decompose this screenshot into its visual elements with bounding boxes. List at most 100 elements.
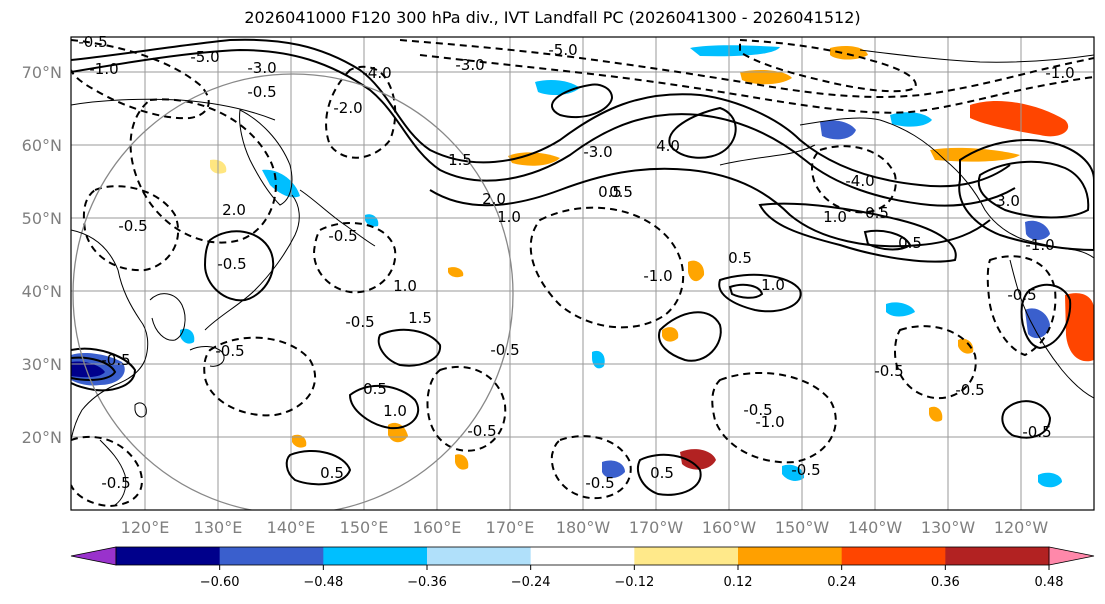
colorbar-segment (945, 547, 1050, 565)
lat-tick-label: 60°N (22, 136, 62, 155)
contour-west-1 (203, 230, 275, 302)
contour-label: -0.5 (955, 381, 984, 399)
shade-blue-coast (1025, 308, 1050, 339)
contour-label: 1.5 (408, 309, 432, 327)
contour-west-2 (377, 328, 442, 367)
lat-tick-label: 40°N (22, 282, 62, 301)
contour-neg-6 (529, 206, 685, 329)
colorbar-segment (530, 547, 635, 565)
graticule (71, 37, 1094, 510)
contour-mid-5 (658, 311, 722, 362)
coastline-aleutians (719, 144, 816, 166)
contour-label: 0.5 (609, 183, 633, 201)
contour-label: -0.5 (101, 351, 130, 369)
contour-jet-4 (668, 106, 737, 159)
coastline-japan-south (189, 346, 225, 367)
contour-label: -4.0 (845, 172, 874, 190)
colorbar-tick-label: 0.36 (931, 575, 960, 590)
divergence-contours (71, 38, 1094, 508)
coastline-asia (71, 229, 149, 441)
contour-jet-3 (429, 167, 991, 248)
contour-neg-10 (711, 371, 837, 464)
contour-label: 0.5 (320, 464, 344, 482)
colorbar: −0.60 −0.48 −0.36 −0.24 −0.12 0.12 0.24 0.36 0.4… (70, 546, 1095, 590)
contour-label: -4.0 (362, 64, 391, 82)
contour-label: -3.0 (247, 59, 276, 77)
contour-label: 1.0 (393, 277, 417, 295)
lon-tick-label: 130°W (921, 518, 976, 537)
colorbar-tick-label: 0.24 (827, 575, 856, 590)
contour-label: 0.5 (598, 183, 622, 201)
contour-neg-13 (71, 435, 143, 508)
contour-east-7 (1020, 283, 1072, 350)
lon-tick-label: 130°E (194, 518, 243, 537)
contour-east-1 (958, 139, 1094, 252)
contour-label: 0.5 (728, 249, 752, 267)
contour-label: -0.5 (215, 342, 244, 360)
colorbar-tick-label: 0.48 (1035, 575, 1064, 590)
lon-tick-label: 160°W (702, 518, 757, 537)
contour-east-6 (1001, 400, 1052, 439)
shade-orange-mid (508, 152, 560, 166)
shade-blue-5 (365, 214, 379, 227)
contour-neg-12 (986, 255, 1057, 357)
map-frame (70, 36, 1095, 511)
contour-label: -0.5 (874, 362, 903, 380)
contour-label: 3.0 (996, 192, 1020, 210)
contour-label: -0.5 (101, 474, 130, 492)
lon-tick-label: 140°W (848, 518, 903, 537)
shade-orange-2 (662, 327, 679, 342)
colorbar-tick-label: −0.48 (303, 575, 343, 590)
coastline-korea (149, 293, 186, 341)
contour-label: 0.5 (363, 380, 387, 398)
colorbar-outline (115, 546, 1050, 566)
shade-orange-4 (455, 454, 469, 470)
colorbar-segment (841, 547, 946, 565)
contour-neg-15 (810, 145, 897, 214)
shade-blue-4 (1038, 472, 1062, 488)
shade-blue-coast-2 (1025, 220, 1050, 240)
contour-west-4 (285, 450, 352, 486)
shade-orange-1 (688, 260, 705, 282)
shade-blue-3 (886, 302, 915, 317)
contour-mid-3 (718, 273, 802, 313)
contour-label: -1.0 (755, 413, 784, 431)
divergence-shading (71, 45, 1094, 488)
contour-label: 1.5 (448, 151, 472, 169)
shade-blue-2 (782, 464, 805, 481)
contour-label: 0.5 (865, 204, 889, 222)
lon-tick-label: 150°W (775, 518, 830, 537)
contour-label: 0.5 (650, 464, 674, 482)
coastline-taiwan (134, 402, 147, 418)
contour-label: 2.0 (222, 201, 246, 219)
contour-label: 1.0 (383, 402, 407, 420)
contour-jet-2 (71, 48, 1016, 207)
contour-neg-1 (399, 39, 1094, 98)
contour-neg-2 (419, 54, 1094, 114)
contour-jet-1 (71, 38, 1011, 188)
contour-mid-4 (728, 283, 764, 299)
colorbar-tick-label: 0.12 (724, 575, 753, 590)
contour-label: -0.5 (247, 83, 276, 101)
colorbar-tick-label: −0.24 (511, 575, 551, 590)
contour-label: -1.0 (1045, 64, 1074, 82)
contour-label: -0.5 (217, 255, 246, 273)
colorbar-extend-min (70, 546, 117, 566)
shade-blue-gulf-2 (890, 112, 932, 127)
lat-tick-label: 50°N (22, 209, 62, 228)
colorbar-segment (323, 547, 428, 565)
colorbar-segment (738, 547, 843, 565)
contour-label: 4.0 (656, 137, 680, 155)
colorbar-tick-label: −0.60 (200, 575, 240, 590)
contour-neg-16 (71, 39, 210, 120)
lat-tick-label: 20°N (22, 428, 62, 447)
colorbar-segment (634, 547, 739, 565)
lon-tick-label: 160°E (413, 518, 462, 537)
contour-label: -1.0 (643, 267, 672, 285)
lon-tick-label: 150°E (340, 518, 389, 537)
contour-label: -0.5 (1007, 286, 1036, 304)
lon-tick-label: 120°E (121, 518, 170, 537)
contour-west-6 (71, 356, 117, 381)
colorbar-segment (427, 547, 532, 565)
shade-orange-alaska (930, 147, 1020, 162)
